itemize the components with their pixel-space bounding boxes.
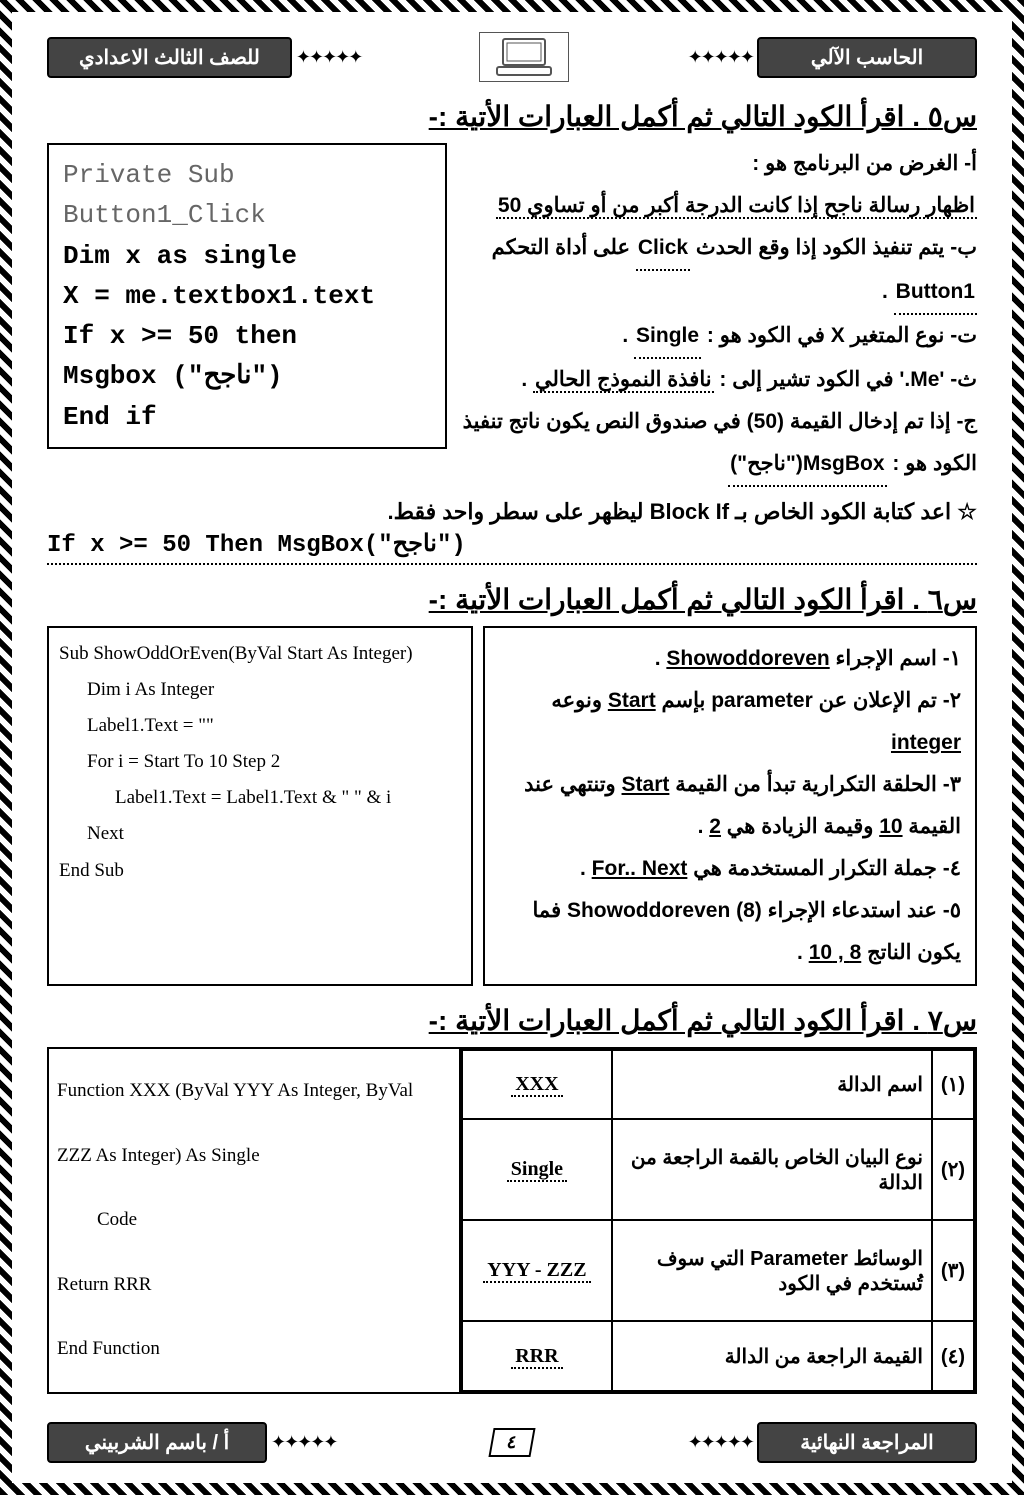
code-line: For i = Start To 10 Step 2: [59, 744, 461, 780]
q6-a4: ٤- جملة التكرار المستخدمة هي For.. Next …: [499, 848, 961, 890]
worksheet-page: الحاسب الآلي ✦✦✦✦✦ ✦✦✦✦✦ للصف الثالث الا…: [0, 0, 1024, 1495]
star-deco: ✦✦✦✦✦: [271, 1432, 336, 1453]
code-line: Code: [57, 1188, 451, 1253]
header-left-group: ✦✦✦✦✦ للصف الثالث الاعدادي: [47, 37, 361, 78]
q7-code-box: Function XXX (ByVal YYY As Integer, ByVa…: [49, 1049, 461, 1392]
review-banner: المراجعة النهائية: [757, 1422, 977, 1463]
q6-a5: ٥- عند استدعاء الإجراء Showoddoreven (8)…: [499, 890, 961, 974]
star-deco: ✦✦✦✦✦: [688, 47, 753, 68]
q5-a-answer: اظهار رسالة ناجح إذا كانت الدرجة أكبر من…: [461, 185, 977, 227]
code-line: Next: [59, 816, 461, 852]
q6-a1: ١- اسم الإجراء Showoddoreven .: [499, 638, 961, 680]
q5-code-box: Private Sub Button1_Click Dim x as singl…: [47, 143, 447, 449]
footer-row: المراجعة النهائية ✦✦✦✦✦ ٤ ✦✦✦✦✦ أ / باسم…: [47, 1422, 977, 1463]
table-row: (١) اسم الدالة XXX: [462, 1050, 974, 1119]
q5-b: ب- يتم تنفيذ الكود إذا وقع الحدث Click ع…: [461, 227, 977, 315]
star-deco: ✦✦✦✦✦: [296, 47, 361, 68]
q7-title: س٧ . اقرأ الكود التالي ثم أكمل العبارات …: [47, 1004, 977, 1037]
table-row: (٣) الوسائط Parameter التي سوف تُستخدم ف…: [462, 1220, 974, 1321]
blockif-note: ☆ اعد كتابة الكود الخاص بـ Block If ليظه…: [47, 499, 977, 525]
code-line: Sub ShowOddOrEven(ByVal Start As Integer…: [59, 636, 461, 672]
subject-banner: الحاسب الآلي: [757, 37, 977, 78]
code-line: Msgbox ("ناجح"): [63, 356, 431, 396]
q6-answers: ١- اسم الإجراء Showoddoreven . ٢- تم الإ…: [483, 626, 977, 986]
q6-a3: ٣- الحلقة التكرارية تبدأ من القيمة Start…: [499, 764, 961, 848]
code-line: Dim x as single: [63, 236, 431, 276]
code-line: Return RRR: [57, 1253, 451, 1318]
q5-d: ث- 'Me.' في الكود تشير إلى : نافذة النمو…: [461, 359, 977, 401]
q6-code-box: Sub ShowOddOrEven(ByVal Start As Integer…: [47, 626, 473, 986]
q7-table: (١) اسم الدالة XXX (٢) نوع البيان الخاص …: [461, 1049, 975, 1392]
star-deco: ✦✦✦✦✦: [688, 1432, 753, 1453]
code-line: X = me.textbox1.text: [63, 276, 431, 316]
code-line: End if: [63, 397, 431, 437]
table-row: (٢) نوع البيان الخاص بالقمة الراجعة من ا…: [462, 1119, 974, 1220]
code-line: Label1.Text = Label1.Text & " " & i: [59, 780, 461, 816]
code-line: Label1.Text = "": [59, 708, 461, 744]
q6-title: س٦ . اقرأ الكود التالي ثم أكمل العبارات …: [47, 583, 977, 616]
code-line: Function XXX (ByVal YYY As Integer, ByVa…: [57, 1059, 451, 1188]
q7-body: (١) اسم الدالة XXX (٢) نوع البيان الخاص …: [47, 1047, 977, 1394]
blockif-code: If x >= 50 Then MsgBox("ناجح"): [47, 529, 977, 565]
author-banner: أ / باسم الشربيني: [47, 1422, 267, 1463]
q6-a2: ٢- تم الإعلان عن parameter بإسم Start ون…: [499, 680, 961, 764]
q5-title: س٥ . اقرأ الكود التالي ثم أكمل العبارات …: [47, 100, 977, 133]
q5-a-label: أ- الغرض من البرنامج هو :: [461, 143, 977, 185]
footer-right-group: المراجعة النهائية ✦✦✦✦✦: [688, 1422, 977, 1463]
code-line: Dim i As Integer: [59, 672, 461, 708]
page-number: ٤: [489, 1428, 536, 1457]
code-line: Private Sub Button1_Click: [63, 155, 431, 236]
table-row: (٤) القيمة الراجعة من الدالة RRR: [462, 1321, 974, 1390]
q5-e: ج- إذا تم إدخال القيمة (50) في صندوق الن…: [461, 401, 977, 487]
code-line: End Sub: [59, 853, 461, 889]
header-row: الحاسب الآلي ✦✦✦✦✦ ✦✦✦✦✦ للصف الثالث الا…: [47, 32, 977, 82]
code-line: End Function: [57, 1317, 451, 1382]
code-line: If x >= 50 then: [63, 316, 431, 356]
q5-answers: أ- الغرض من البرنامج هو : اظهار رسالة نا…: [461, 143, 977, 487]
header-right-group: الحاسب الآلي ✦✦✦✦✦: [688, 37, 977, 78]
q5-c: ت- نوع المتغير X في الكود هو : Single .: [461, 315, 977, 359]
q6-body: ١- اسم الإجراء Showoddoreven . ٢- تم الإ…: [47, 626, 977, 986]
footer-left-group: ✦✦✦✦✦ أ / باسم الشربيني: [47, 1422, 336, 1463]
computer-icon: [479, 32, 569, 82]
grade-banner: للصف الثالث الاعدادي: [47, 37, 292, 78]
q5-body: أ- الغرض من البرنامج هو : اظهار رسالة نا…: [47, 143, 977, 487]
